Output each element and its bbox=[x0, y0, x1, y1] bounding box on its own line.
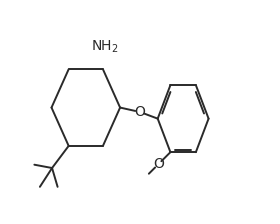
Text: O: O bbox=[153, 157, 164, 171]
Text: O: O bbox=[135, 105, 145, 119]
Text: NH$_2$: NH$_2$ bbox=[91, 39, 119, 55]
